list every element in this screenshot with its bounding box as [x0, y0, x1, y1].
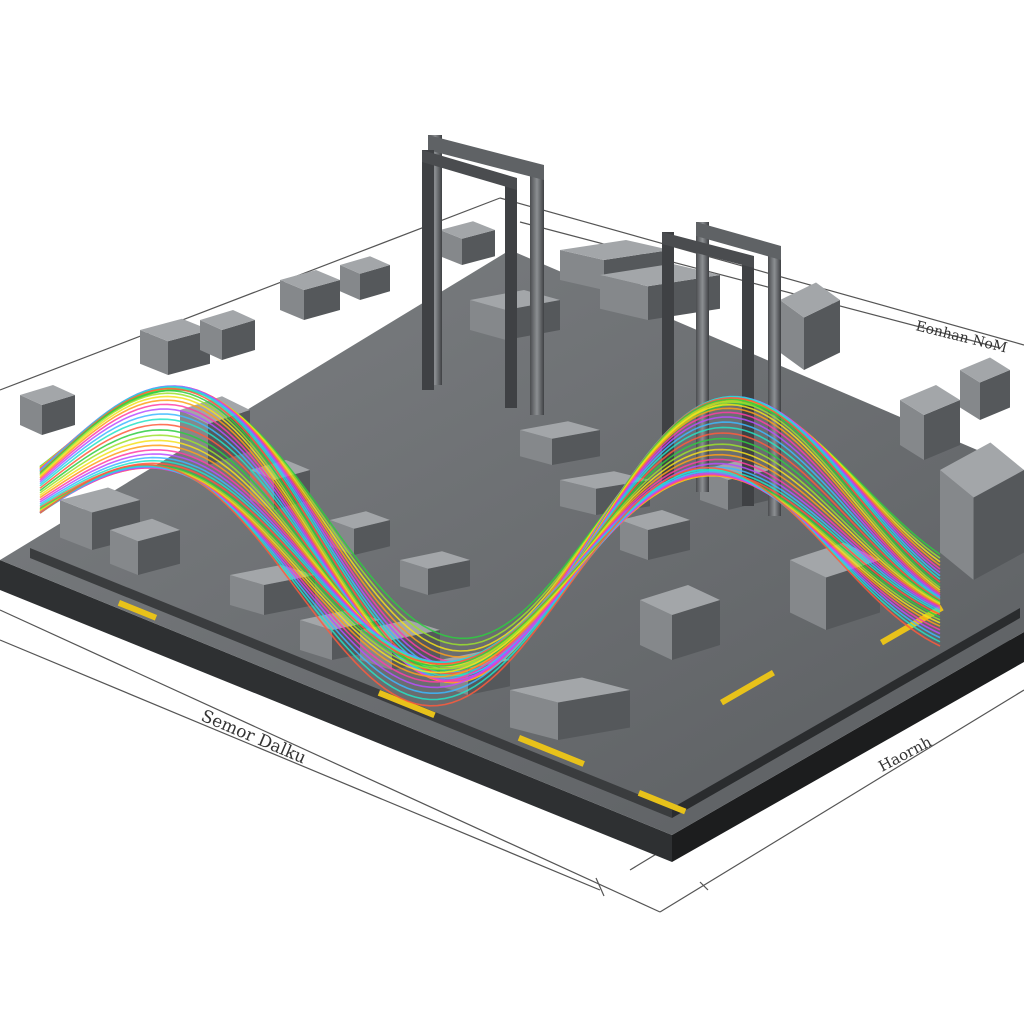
wave-strand [39, 465, 941, 670]
sensor-waveform-ribbon [39, 385, 941, 707]
machine-block-icon [520, 421, 600, 465]
hazard-stripe [637, 790, 687, 815]
machine-block-icon [280, 270, 340, 320]
machine-block-icon [400, 551, 470, 595]
floor-rail-front [30, 548, 672, 818]
wave-strand [39, 429, 941, 672]
wave-strand [39, 466, 941, 674]
machine-block-icon [640, 585, 720, 660]
hazard-stripe [377, 689, 436, 719]
wave-strand [39, 462, 941, 665]
machine-block-icon [440, 221, 495, 265]
wave-strand [39, 399, 941, 684]
machine-block-icon [780, 282, 840, 370]
axis-line-front-left-2 [0, 639, 601, 891]
axis-tick-2 [699, 881, 709, 891]
gantry-frame-icon [422, 135, 544, 415]
axis-line-back-top-2 [519, 221, 1001, 349]
axis-line-back-top [499, 197, 1024, 346]
floor-side-left [0, 560, 672, 862]
axis-line-front-left [0, 609, 661, 913]
machine-block-icon [20, 385, 75, 435]
machine-block-icon [340, 256, 390, 300]
axis-label-left: Semor Dalku [198, 706, 309, 768]
axis-tick-1 [595, 877, 605, 897]
wave-strand [39, 464, 941, 667]
axis-line-back-left [0, 197, 501, 391]
machine-block-icon [620, 510, 690, 560]
machine-block-icon [940, 442, 1024, 580]
wave-strand [39, 423, 941, 675]
wave-strand [39, 413, 941, 680]
hazard-stripe [719, 670, 775, 706]
machine-block-icon [960, 357, 1010, 420]
hazard-stripe [517, 735, 585, 767]
machine-block-icon [900, 385, 960, 460]
machine-block-icon [200, 310, 255, 360]
floor-side-right [672, 632, 1024, 862]
hazard-stripe [117, 599, 158, 621]
axis-label-right-top: Eonhan NoM [914, 318, 1009, 356]
wave-strand [39, 463, 941, 707]
machine-block-icon [140, 318, 210, 375]
floor-rail-right [672, 608, 1020, 818]
machine-block-icon [510, 677, 630, 740]
machine-block-icon [230, 565, 315, 615]
wave-strand [39, 403, 941, 683]
machinery-group [20, 221, 1024, 740]
machine-block-icon [110, 518, 180, 575]
axis-line-front-right [659, 689, 1024, 913]
